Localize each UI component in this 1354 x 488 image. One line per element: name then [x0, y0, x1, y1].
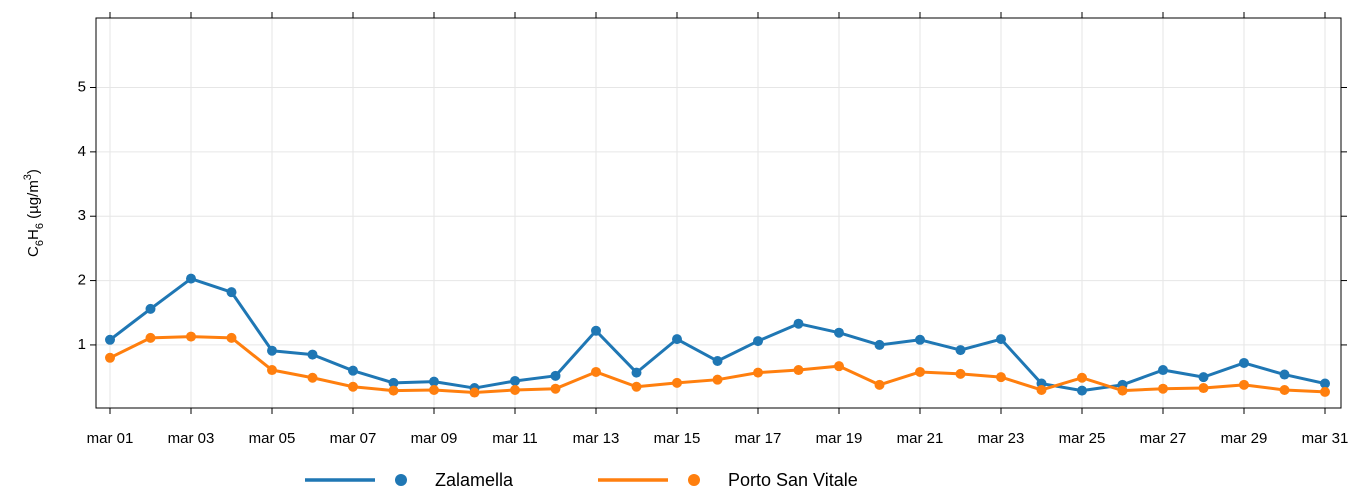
data-point — [753, 367, 763, 378]
legend-item: Zalamella — [305, 470, 514, 488]
x-tick-label: mar 31 — [1302, 430, 1349, 447]
data-point — [105, 334, 115, 345]
x-tick-label: mar 27 — [1140, 430, 1187, 447]
data-point — [631, 367, 642, 378]
data-point — [388, 385, 399, 396]
x-tick-label: mar 01 — [87, 430, 134, 447]
y-tick-label: 2 — [78, 272, 86, 289]
x-tick-label: mar 21 — [897, 430, 944, 447]
data-point — [469, 387, 480, 398]
data-point — [1239, 379, 1249, 390]
data-point — [267, 345, 277, 356]
data-point — [955, 368, 966, 379]
x-tick-label: mar 05 — [249, 430, 296, 447]
legend-label: Zalamella — [435, 470, 514, 488]
data-point — [145, 332, 156, 343]
data-point — [550, 370, 561, 381]
x-tick-label: mar 15 — [654, 430, 701, 447]
y-tick-label: 5 — [78, 78, 86, 95]
y-tick-label: 3 — [78, 207, 86, 224]
data-point — [145, 303, 156, 314]
data-point — [510, 375, 520, 386]
data-point — [1279, 384, 1290, 395]
data-point — [429, 384, 439, 395]
data-point — [996, 372, 1006, 383]
x-tick-label: mar 17 — [735, 430, 782, 447]
data-point — [348, 365, 358, 376]
data-point — [1036, 384, 1047, 395]
plot-frame — [95, 17, 1342, 409]
y-axis-label: C6H6 (µg/m3) — [22, 169, 46, 257]
data-point — [793, 318, 804, 329]
data-point — [307, 349, 318, 360]
data-point — [672, 377, 682, 388]
data-point — [1117, 385, 1128, 396]
data-point — [712, 374, 723, 385]
data-point — [591, 366, 601, 377]
data-point — [550, 383, 561, 394]
y-tick-label: 4 — [78, 143, 86, 160]
x-tick-label: mar 23 — [978, 430, 1025, 447]
data-point — [1077, 372, 1087, 383]
legend-label: Porto San Vitale — [728, 470, 858, 488]
data-point — [1158, 365, 1168, 376]
data-point — [591, 325, 601, 336]
data-point — [388, 377, 399, 388]
x-tick-label: mar 19 — [816, 430, 863, 447]
x-tick-label: mar 29 — [1221, 430, 1268, 447]
data-point — [1198, 372, 1209, 383]
data-point — [834, 361, 844, 372]
data-point — [793, 365, 804, 376]
data-point — [186, 273, 196, 284]
x-tick-label: mar 03 — [168, 430, 215, 447]
x-tick-label: mar 11 — [492, 430, 538, 447]
legend-marker — [395, 474, 407, 486]
data-point — [712, 356, 723, 367]
data-point — [955, 345, 966, 356]
data-point — [510, 384, 520, 395]
data-point — [631, 381, 642, 392]
data-point — [996, 334, 1006, 345]
data-point — [915, 366, 925, 377]
data-point — [874, 339, 885, 350]
data-point — [226, 287, 237, 298]
x-tick-label: mar 07 — [330, 430, 377, 447]
x-tick-label: mar 13 — [573, 430, 620, 447]
legend-item: Porto San Vitale — [598, 470, 858, 488]
data-point — [874, 379, 885, 390]
y-tick-label: 1 — [78, 336, 86, 353]
data-point — [1158, 383, 1168, 394]
data-point — [1320, 386, 1330, 397]
data-point — [1279, 369, 1290, 380]
data-point — [834, 327, 844, 338]
data-point — [267, 365, 277, 376]
data-point — [307, 372, 318, 383]
data-point — [1239, 357, 1249, 368]
data-point — [429, 376, 439, 387]
x-tick-label: mar 09 — [411, 430, 458, 447]
data-point — [105, 352, 115, 363]
data-point — [226, 332, 237, 343]
data-point — [672, 334, 682, 345]
data-point — [753, 336, 763, 347]
legend-marker — [688, 474, 700, 486]
data-point — [186, 331, 196, 342]
data-point — [1077, 385, 1087, 396]
x-tick-label: mar 25 — [1059, 430, 1106, 447]
data-point — [1320, 378, 1330, 389]
data-point — [915, 334, 925, 345]
data-point — [348, 381, 358, 392]
data-point — [1198, 383, 1209, 394]
